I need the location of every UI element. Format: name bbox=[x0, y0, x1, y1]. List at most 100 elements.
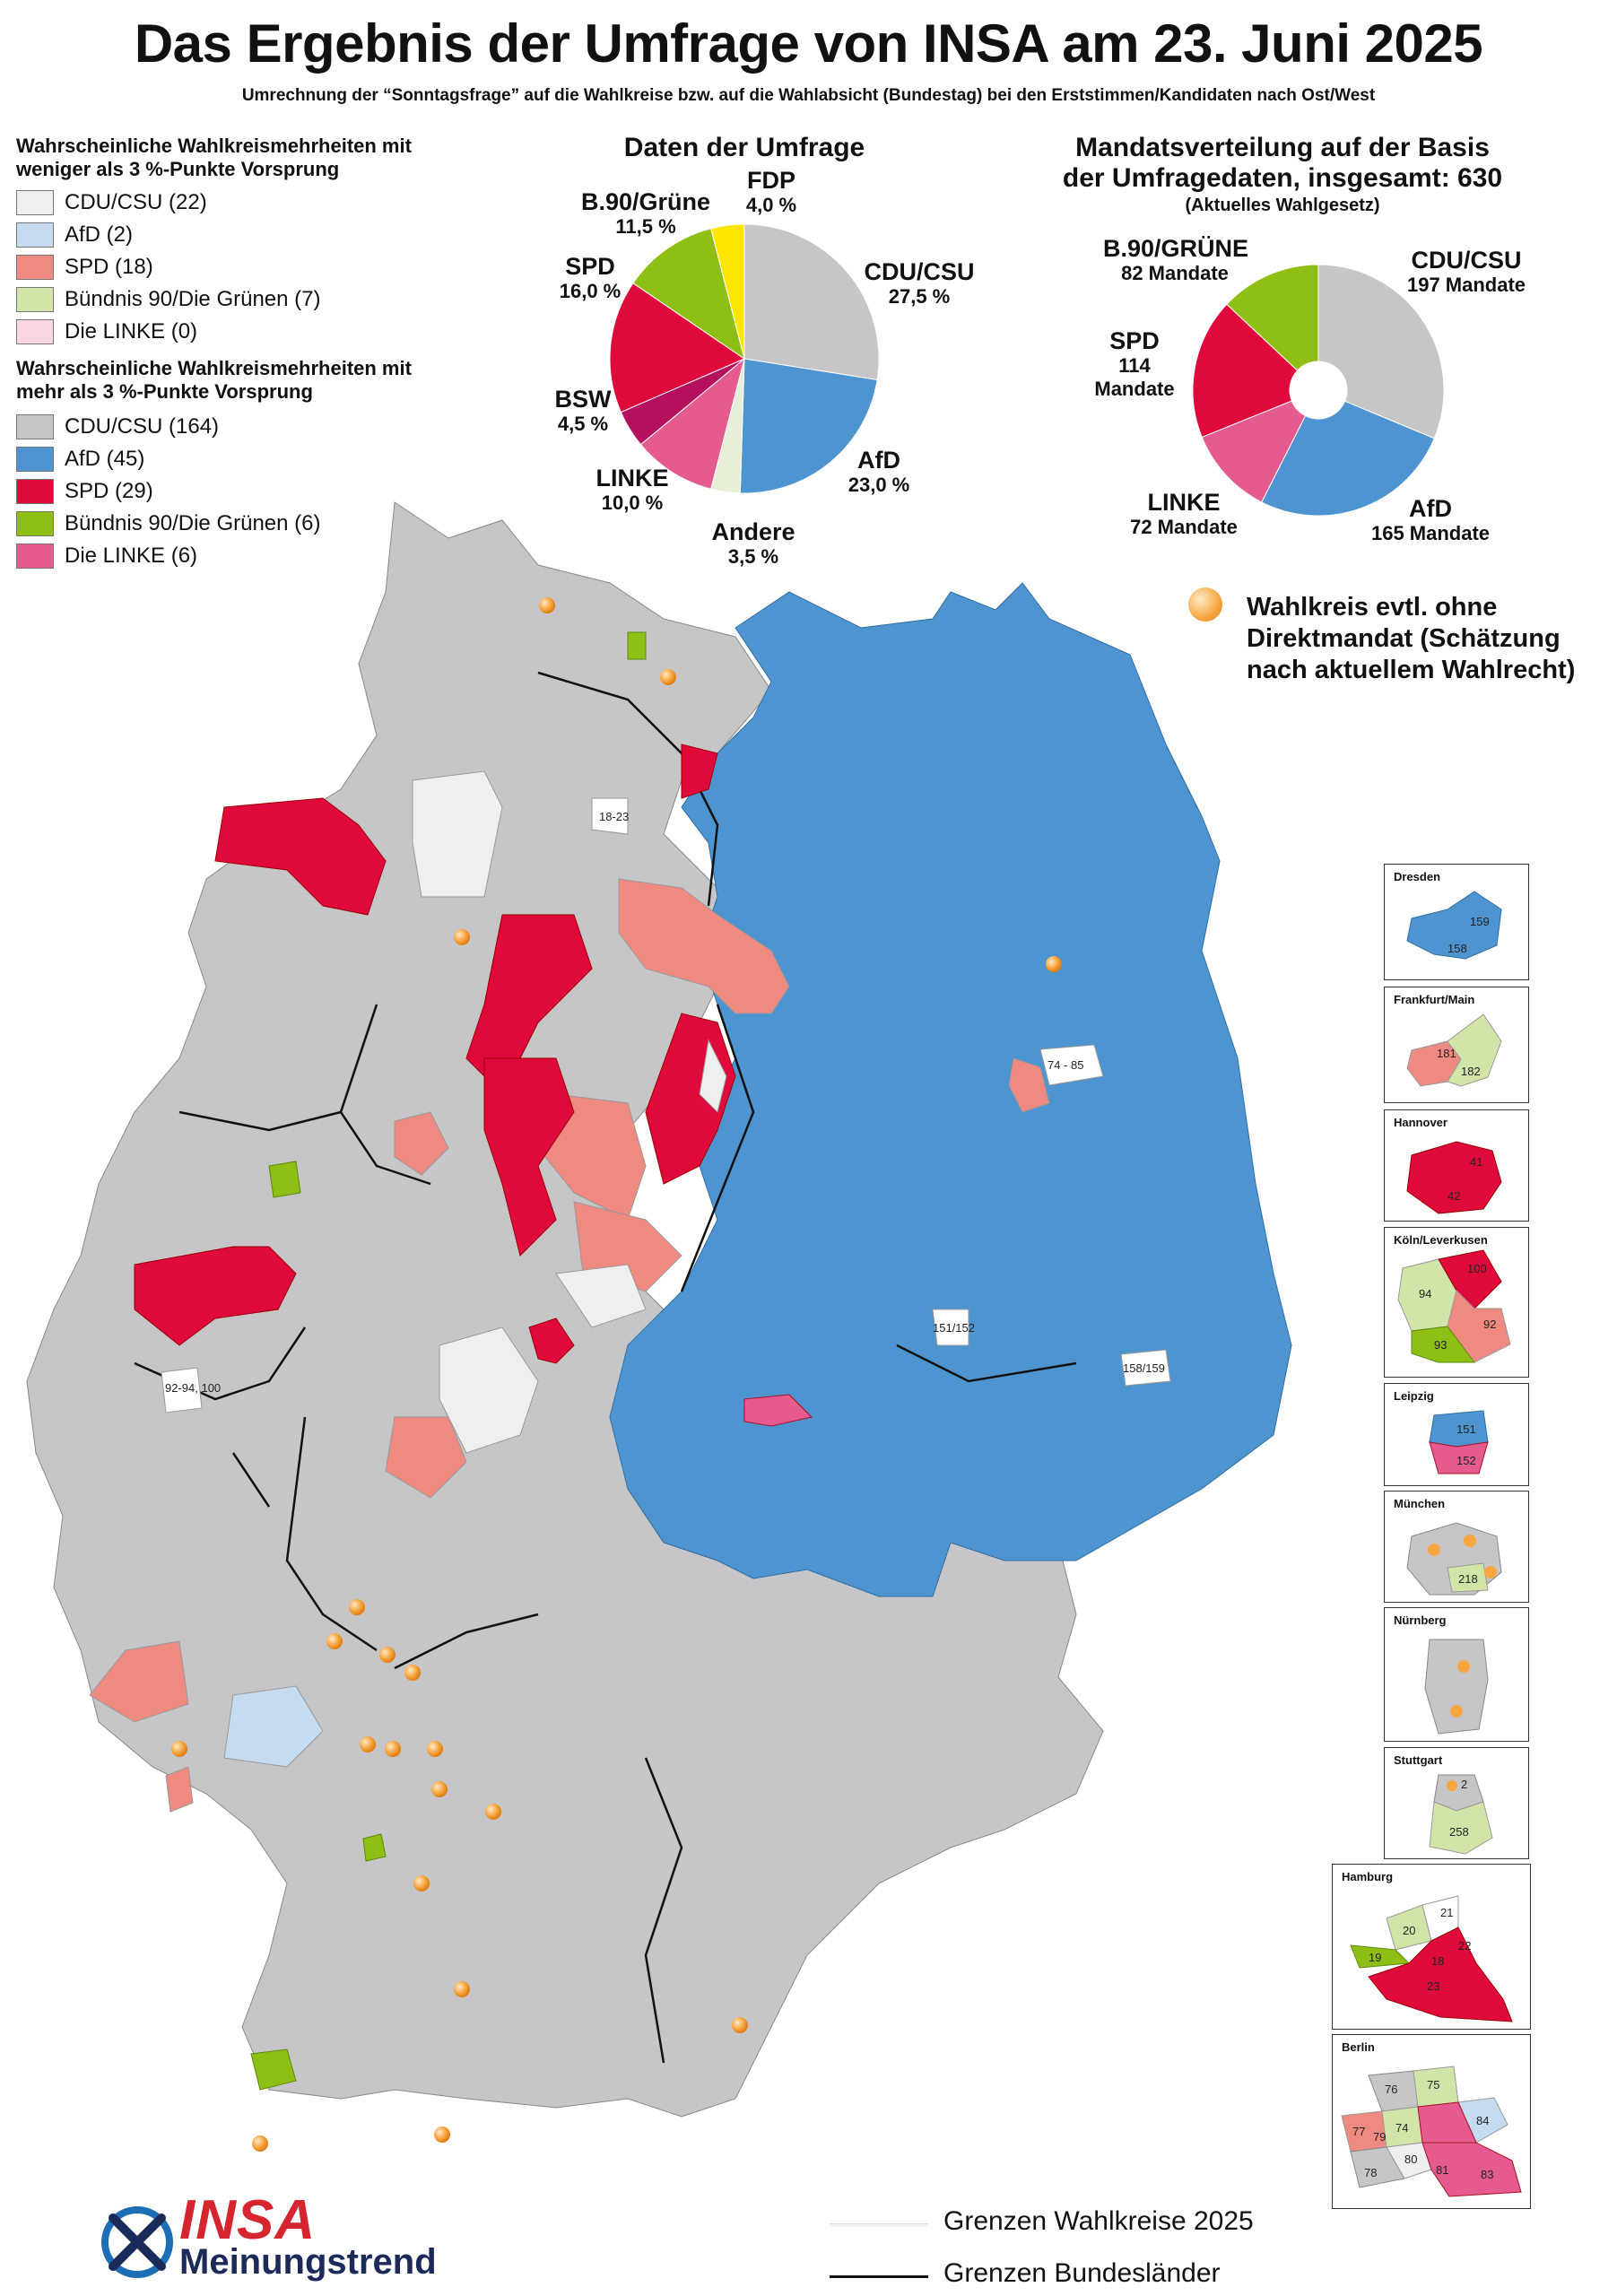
legend-item: CDU/CSU (164) bbox=[16, 411, 447, 443]
inset-num: 20 bbox=[1403, 1924, 1415, 1937]
legend-swatch bbox=[16, 190, 54, 215]
note-line: Wahlkreis evtl. ohne bbox=[1247, 593, 1498, 622]
map-region-cdu-light bbox=[439, 1326, 539, 1454]
seat-chart-title-line1: Mandatsverteilung auf der Basis bbox=[1075, 133, 1490, 162]
inset-koeln: Köln/Leverkusen 100 94 92 93 bbox=[1384, 1227, 1529, 1378]
boundary-line-wahlkreise bbox=[830, 2223, 928, 2227]
legend-item: SPD (29) bbox=[16, 475, 447, 508]
inset-num: 100 bbox=[1467, 1262, 1487, 1275]
no-mandate-marker-icon bbox=[732, 2017, 748, 2033]
no-mandate-marker-icon bbox=[660, 669, 676, 685]
seat-label-cdu: CDU/CSU 197 Mandate bbox=[1406, 247, 1526, 296]
boundary-line-laender bbox=[830, 2275, 928, 2278]
seat-label-afd: AfD 165 Mandate bbox=[1370, 495, 1491, 544]
legend-swatch bbox=[16, 319, 54, 344]
inset-num: 79 bbox=[1373, 2130, 1386, 2144]
inset-dresden: Dresden 159 158 bbox=[1384, 864, 1529, 980]
germany-map: 18-23 74 - 85 151/152 158/159 92-94, 100 bbox=[26, 501, 1292, 2152]
map-region-spd-dark bbox=[134, 1246, 297, 1346]
pie-slice-afd bbox=[1261, 400, 1435, 517]
note-line: Direktmandat (Schätzung bbox=[1247, 624, 1560, 653]
inset-num: 93 bbox=[1434, 1338, 1447, 1352]
legend-item: AfD (45) bbox=[16, 443, 447, 475]
inset-num: 78 bbox=[1364, 2166, 1377, 2179]
inset-num: 74 bbox=[1395, 2121, 1408, 2135]
inset-berlin: Berlin 76 75 77 74 84 79 80 78 81 83 bbox=[1332, 2034, 1531, 2209]
map-region-green bbox=[268, 1161, 301, 1198]
map-label: 92-94, 100 bbox=[165, 1381, 221, 1395]
no-mandate-marker-icon bbox=[349, 1599, 365, 1615]
map-region-white bbox=[932, 1309, 969, 1346]
inset-num: 81 bbox=[1436, 2163, 1448, 2177]
legend-swatch bbox=[16, 414, 54, 439]
map-region-afd-light bbox=[223, 1685, 324, 1768]
legend-item: CDU/CSU (22) bbox=[16, 187, 447, 219]
legend-swatch bbox=[16, 544, 54, 569]
inset-hamburg: Hamburg 20 21 19 22 18 23 bbox=[1332, 1864, 1531, 2030]
legend-label: CDU/CSU (164) bbox=[65, 414, 220, 439]
legend-swatch bbox=[16, 255, 54, 280]
map-region-green bbox=[627, 631, 647, 660]
inset-hannover: Hannover 41 42 bbox=[1384, 1109, 1529, 1222]
boundary-label-laender: Grenzen Bundesländer bbox=[943, 2258, 1221, 2288]
inset-num: 21 bbox=[1440, 1906, 1453, 1919]
legend-group1: CDU/CSU (22) AfD (2) SPD (18) Bündnis 90… bbox=[16, 187, 447, 348]
legend-swatch bbox=[16, 511, 54, 536]
map-region-spd-dark bbox=[483, 1057, 575, 1257]
inset-num: 158 bbox=[1447, 942, 1467, 955]
legend-group2: CDU/CSU (164) AfD (45) SPD (29) Bündnis … bbox=[16, 411, 447, 572]
survey-pie-chart bbox=[609, 223, 880, 494]
map-label: 158/159 bbox=[1123, 1361, 1165, 1375]
legend-swatch bbox=[16, 222, 54, 248]
legend-label: Die LINKE (6) bbox=[65, 544, 198, 568]
map-region-green bbox=[362, 1833, 387, 1862]
insa-logo-icon bbox=[101, 2206, 173, 2278]
pie-slice-b-90-gr-ne bbox=[632, 228, 745, 361]
inset-num: 80 bbox=[1404, 2152, 1417, 2166]
map-label: 18-23 bbox=[599, 810, 629, 823]
no-mandate-marker-icon bbox=[454, 929, 470, 945]
map-region-white bbox=[1120, 1349, 1171, 1387]
inset-num: 19 bbox=[1369, 1951, 1381, 1964]
legend-swatch bbox=[16, 287, 54, 312]
no-mandate-marker-icon bbox=[431, 1781, 448, 1797]
map-region-spd-light bbox=[618, 878, 790, 1014]
map-region-green bbox=[250, 2048, 297, 2091]
inset-num: 218 bbox=[1458, 1572, 1478, 1586]
inset-num: 94 bbox=[1419, 1287, 1431, 1300]
inset-num: 182 bbox=[1461, 1065, 1481, 1078]
pie-slice-linke bbox=[1201, 400, 1307, 503]
map-region-linke bbox=[743, 1394, 813, 1427]
inset-muenchen: München 218 bbox=[1384, 1491, 1529, 1603]
seat-label-linke: LINKE 72 Mandate bbox=[1130, 489, 1238, 538]
no-mandate-marker-icon bbox=[413, 1875, 430, 1892]
legend-label: CDU/CSU (22) bbox=[65, 190, 207, 214]
survey-label-gruene: B.90/Grüne 11,5 % bbox=[580, 188, 711, 238]
map-region-spd-light bbox=[394, 1111, 449, 1176]
map-label: 151/152 bbox=[933, 1321, 975, 1335]
pie-slice-linke bbox=[639, 357, 745, 490]
pie-slice-afd bbox=[739, 358, 878, 494]
map-region-white bbox=[1039, 1044, 1104, 1086]
map-region-spd-light bbox=[165, 1766, 194, 1813]
inset-num: 41 bbox=[1470, 1155, 1482, 1169]
legend-item: SPD (18) bbox=[16, 251, 447, 283]
inset-num: 18 bbox=[1431, 1954, 1444, 1968]
seat-label-spd: SPD 114 Mandate bbox=[1094, 327, 1175, 400]
seat-donut-chart bbox=[1192, 264, 1445, 517]
no-mandate-marker-icon bbox=[385, 1741, 401, 1757]
no-mandate-marker-icon bbox=[485, 1804, 501, 1820]
inset-num: 152 bbox=[1456, 1454, 1476, 1467]
map-region-cdu-light bbox=[699, 1039, 727, 1113]
inset-stuttgart: Stuttgart 2 258 bbox=[1384, 1747, 1529, 1859]
seat-chart-title: Mandatsverteilung auf der Basis der Umfr… bbox=[1049, 133, 1516, 194]
survey-label-andere: Andere 3,5 % bbox=[711, 518, 795, 568]
no-mandate-marker-icon bbox=[1188, 587, 1222, 622]
legend-item: Bündnis 90/Die Grünen (7) bbox=[16, 283, 447, 316]
no-mandate-marker-icon bbox=[171, 1741, 187, 1757]
legend-label: SPD (18) bbox=[65, 255, 153, 279]
legend-group1-title: Wahrscheinliche Wahlkreismehrheiten mit … bbox=[16, 135, 412, 180]
no-mandate-marker-icon bbox=[539, 597, 555, 613]
inset-leipzig: Leipzig 151 152 bbox=[1384, 1383, 1529, 1486]
map-region-cdu-light bbox=[555, 1264, 647, 1328]
